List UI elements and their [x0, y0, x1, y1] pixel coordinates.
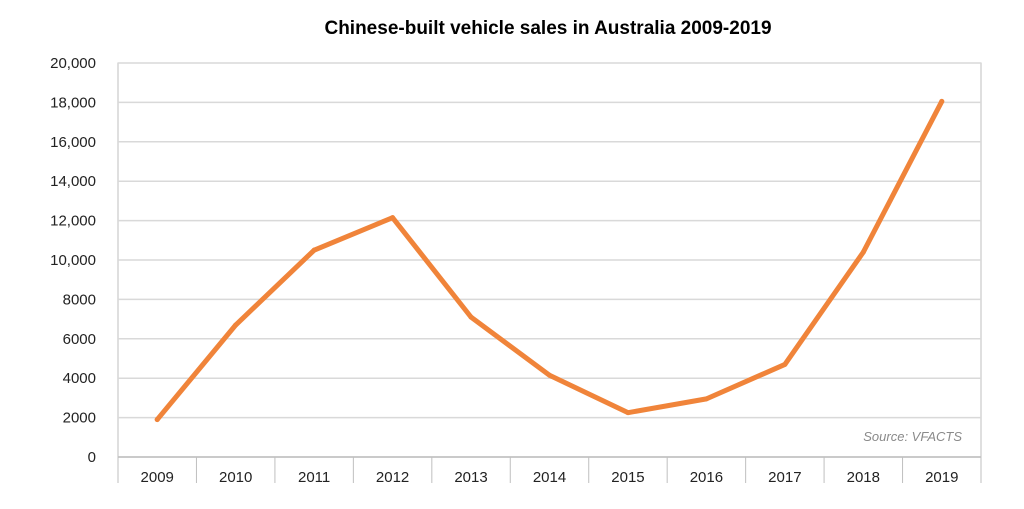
y-tick-label: 14,000	[50, 173, 96, 190]
x-tick-label: 2010	[219, 469, 252, 486]
y-axis: 0 2000 4000 6000 8000 10,000 12,000 14,000 16,00…	[50, 55, 96, 466]
x-tick-label: 2015	[611, 469, 644, 486]
data-point	[625, 410, 631, 416]
data-point	[154, 417, 160, 423]
data-point	[939, 98, 945, 104]
data-point	[311, 247, 317, 253]
y-tick-label: 4000	[63, 370, 96, 387]
chart-title: Chinese-built vehicle sales in Australia…	[324, 18, 772, 39]
data-point	[782, 361, 788, 367]
data-point	[390, 215, 396, 221]
gridlines	[118, 62, 981, 458]
x-tick-label: 2014	[533, 469, 566, 486]
y-tick-label: 16,000	[50, 134, 96, 151]
x-tick-label: 2012	[376, 469, 409, 486]
x-tick-label: 2011	[298, 469, 330, 486]
y-tick-label: 2000	[63, 410, 96, 427]
series-layer	[154, 98, 945, 423]
y-tick-label: 20,000	[50, 55, 96, 72]
data-point	[468, 314, 474, 320]
x-tick-label: 2016	[690, 469, 723, 486]
source-note: Source: VFACTS	[863, 429, 962, 444]
y-tick-label: 18,000	[50, 94, 96, 111]
data-point	[860, 249, 866, 255]
data-point	[703, 396, 709, 402]
y-tick-label: 10,000	[50, 252, 96, 269]
x-axis: 2009 2010 2011 2012 2013 2014 2015 2016 2017 2018…	[117, 456, 982, 486]
data-point	[233, 322, 239, 328]
y-tick-label: 12,000	[50, 213, 96, 230]
y-tick-label: 0	[88, 449, 96, 466]
x-tick-label: 2019	[925, 469, 958, 486]
y-tick-label: 6000	[63, 331, 96, 348]
data-point	[547, 372, 552, 378]
x-tick-label: 2017	[768, 469, 801, 486]
y-tick-label: 8000	[63, 291, 96, 308]
x-tick-label: 2009	[141, 469, 174, 486]
x-tick-label: 2013	[454, 469, 487, 486]
x-tick-label: 2018	[847, 469, 880, 486]
